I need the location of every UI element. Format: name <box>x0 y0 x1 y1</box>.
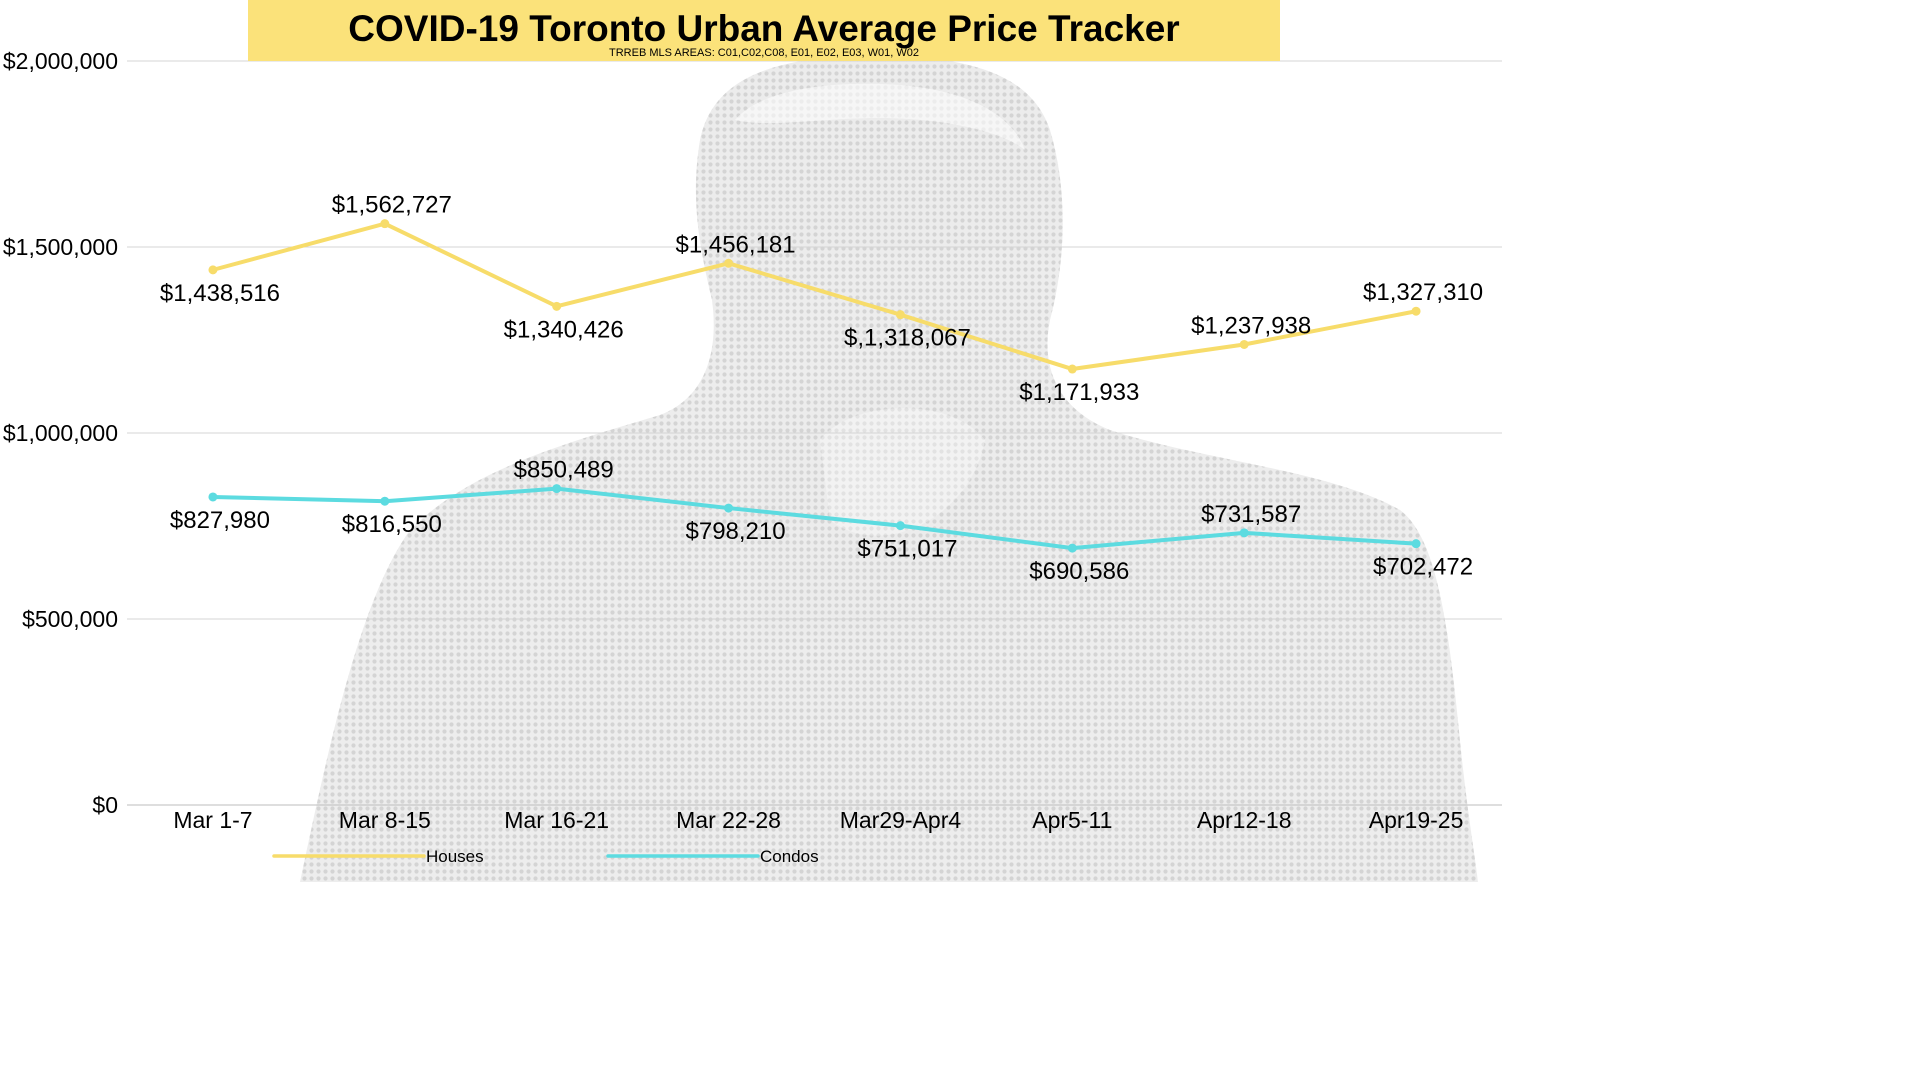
data-point <box>724 503 734 513</box>
y-tick-label: $1,000,000 <box>3 420 118 446</box>
data-point <box>208 492 218 502</box>
data-point <box>1411 306 1421 316</box>
y-tick-label: $0 <box>92 792 118 818</box>
gridlines <box>127 60 1502 806</box>
x-tick-label: Apr19-25 <box>1369 807 1464 833</box>
series-lines <box>208 219 1421 553</box>
x-tick-label: Mar29-Apr4 <box>840 807 962 833</box>
data-point <box>895 521 905 531</box>
data-point <box>1067 364 1077 374</box>
chart: $0 $500,000 $1,000,000 $1,500,000 $2,000,000… <box>3 0 1502 883</box>
data-point <box>552 484 562 494</box>
data-point <box>724 258 734 268</box>
legend-label: Condos <box>760 847 819 866</box>
data-label: $1,340,426 <box>504 316 624 343</box>
x-tick-label: Apr12-18 <box>1197 807 1292 833</box>
data-point <box>1067 543 1077 553</box>
data-label: $1,438,516 <box>160 280 280 307</box>
data-label: $702,472 <box>1373 554 1473 581</box>
chart-title: COVID-19 Toronto Urban Average Price Tra… <box>348 8 1180 49</box>
chart-subtitle: TRREB MLS AREAS: C01,C02,C08, E01, E02, … <box>609 47 919 59</box>
data-label: $1,237,938 <box>1191 312 1311 339</box>
x-tick-label: Mar 8-15 <box>339 807 431 833</box>
series-line <box>210 221 1419 372</box>
data-label: $1,171,933 <box>1019 379 1139 406</box>
data-label: $798,210 <box>686 518 786 545</box>
data-point <box>1239 528 1249 538</box>
series-line <box>210 486 1419 551</box>
x-tick-label: Mar 22-28 <box>676 807 781 833</box>
data-point <box>895 310 905 320</box>
data-label: $731,587 <box>1201 501 1301 528</box>
data-label: $751,017 <box>857 536 957 563</box>
x-tick-label: Mar 1-7 <box>173 807 252 833</box>
title-banner <box>248 0 1280 61</box>
x-tick-label: Apr5-11 <box>1032 807 1112 833</box>
data-labels: $1,438,516 $1,562,727 $1,340,426 $1,456,181… <box>160 192 1483 585</box>
data-label: $,1,318,067 <box>844 325 971 352</box>
legend-label: Houses <box>426 847 484 866</box>
data-point <box>380 219 390 229</box>
background-portrait-image <box>300 55 1478 883</box>
data-point <box>1239 339 1249 349</box>
data-point <box>208 265 218 275</box>
y-tick-label: $500,000 <box>22 606 118 632</box>
data-label: $1,562,727 <box>332 192 452 219</box>
data-label: $690,586 <box>1029 558 1129 585</box>
x-tick-label: Mar 16-21 <box>504 807 609 833</box>
data-label: $1,456,181 <box>676 231 796 258</box>
y-tick-label: $1,500,000 <box>3 234 118 260</box>
data-point <box>552 301 562 311</box>
data-label: $1,327,310 <box>1363 279 1483 306</box>
data-point <box>380 496 390 506</box>
data-label: $850,489 <box>514 457 614 484</box>
legend: Houses Condos <box>272 847 819 866</box>
y-axis: $0 $500,000 $1,000,000 $1,500,000 $2,000,000 <box>3 48 118 818</box>
chart-canvas: $0 $500,000 $1,000,000 $1,500,000 $2,000,000… <box>3 48 1502 883</box>
data-label: $816,550 <box>342 511 442 538</box>
data-point <box>1411 539 1421 549</box>
y-tick-label: $2,000,000 <box>3 48 118 74</box>
x-axis: Mar 1-7 Mar 8-15 Mar 16-21 Mar 22-28 Mar29-A… <box>173 807 1463 833</box>
data-label: $827,980 <box>170 507 270 534</box>
